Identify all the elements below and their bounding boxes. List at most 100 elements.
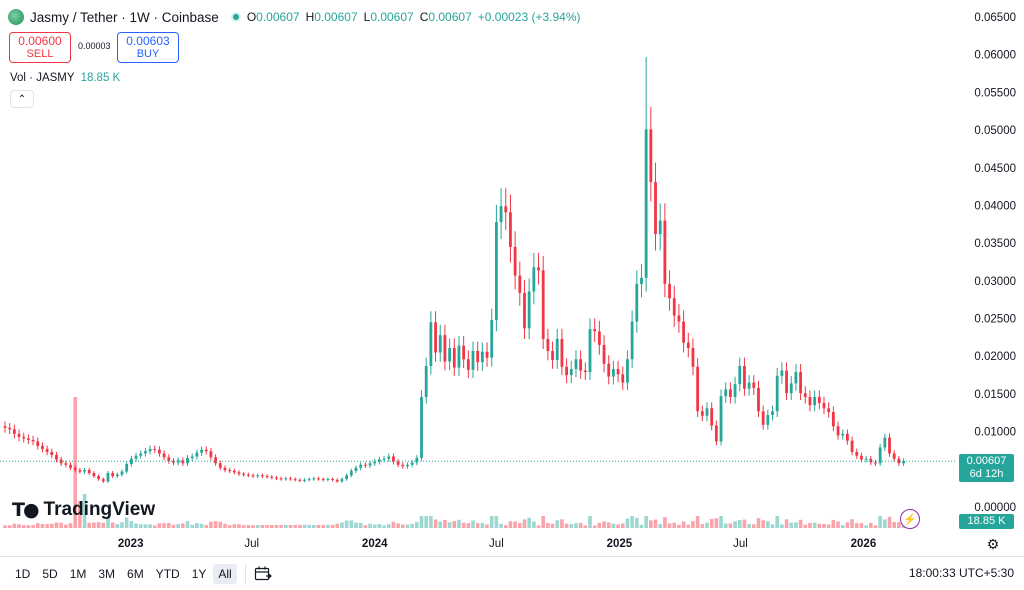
volume-bar	[237, 524, 241, 528]
range-button-1d[interactable]: 1D	[15, 566, 31, 581]
symbol-title[interactable]: Jasmy / Tether · 1W · Coinbase	[30, 9, 219, 25]
range-button-1y[interactable]: 1Y	[191, 566, 207, 581]
volume-bar	[803, 524, 808, 528]
candle-body	[860, 455, 863, 460]
volume-bar	[363, 525, 368, 528]
volume-bar	[873, 525, 878, 528]
range-button-all[interactable]: All	[213, 563, 237, 584]
volume-bar	[17, 524, 21, 528]
sell-button[interactable]: 0.00600 SELL	[9, 32, 71, 63]
market-status-icon[interactable]	[230, 12, 241, 22]
range-button-ytd[interactable]: YTD	[155, 566, 180, 581]
candle-body	[509, 212, 512, 247]
volume-bar	[709, 518, 714, 528]
volume-bar	[40, 524, 45, 528]
candle-body	[176, 460, 180, 463]
candle-body	[527, 291, 531, 329]
volume-bar	[227, 525, 232, 528]
volume-bar	[588, 516, 592, 528]
time-axis[interactable]: 2023 Jul 2024 Jul 2025 Jul 2026	[118, 538, 876, 550]
buy-button[interactable]: 0.00603 BUY	[117, 32, 179, 63]
volume-bar	[344, 520, 349, 528]
range-button-3m[interactable]: 3M	[98, 566, 116, 581]
candle-body	[466, 359, 470, 370]
candle-body	[626, 359, 629, 383]
range-button-6m[interactable]: 6M	[127, 566, 144, 581]
candle-body	[724, 389, 728, 397]
price-axis[interactable]: 0.06500 0.06000 0.05500 0.05000 0.04500 0.040…	[974, 12, 1016, 514]
tradingview-logo[interactable]: T● TradingView	[12, 499, 155, 521]
candle-body	[228, 470, 232, 472]
volume-bar	[681, 521, 686, 528]
price-tick-label: 0.00000	[974, 502, 1016, 514]
volume-bar	[784, 519, 789, 528]
volume-bar	[274, 524, 279, 528]
volume-bar	[705, 522, 709, 528]
candle-body	[87, 470, 91, 474]
volume-bar	[541, 516, 545, 528]
candle-body	[172, 461, 175, 463]
volume-bar	[143, 524, 148, 528]
volume-bar	[298, 524, 302, 528]
candle-body	[649, 129, 653, 183]
volume-bar	[26, 525, 31, 528]
volume-bar	[840, 525, 845, 528]
candle-body	[401, 464, 405, 467]
candle-body	[50, 451, 54, 455]
volume-bar	[433, 519, 438, 528]
volume-bar	[513, 521, 517, 528]
volume-bar	[499, 523, 503, 528]
volume-bar	[667, 523, 672, 528]
candle-body	[265, 476, 269, 478]
volume-bar	[625, 518, 630, 528]
candle-body	[640, 277, 643, 284]
time-tick-label: Jul	[733, 538, 748, 550]
calendar-icon[interactable]	[254, 566, 272, 582]
volume-bar	[461, 522, 466, 528]
candle-body	[785, 370, 788, 394]
candle-body	[841, 433, 845, 436]
price-tick-label: 0.03000	[974, 276, 1016, 288]
candle-body	[831, 412, 835, 427]
candle-body	[354, 467, 358, 471]
candle-body	[368, 463, 372, 466]
candle-body	[45, 448, 49, 452]
candle-body	[363, 464, 367, 466]
candle-body	[335, 479, 339, 482]
volume-legend[interactable]: Vol · JASMY 18.85 K	[10, 72, 120, 84]
utc-clock[interactable]: 18:00:33 UTC+5:30	[908, 566, 1014, 580]
candle-body	[120, 471, 124, 475]
volume-bar	[82, 494, 87, 528]
range-button-1m[interactable]: 1M	[69, 566, 87, 581]
collapse-legend-button[interactable]: ⌃	[10, 90, 34, 108]
volume-bar	[106, 516, 110, 528]
candle-body	[635, 283, 639, 322]
volume-bar	[658, 524, 662, 528]
lightning-icon[interactable]: ⚡	[900, 509, 920, 529]
volume-bar	[574, 523, 578, 528]
candle-body	[303, 479, 306, 481]
volume-bar	[780, 524, 784, 528]
candle-body	[546, 338, 550, 351]
bottom-toolbar: 1D 5D 1M 3M 6M YTD 1Y All 18:00:33 UTC+5:30	[0, 556, 1024, 590]
volume-bar	[78, 501, 82, 528]
volume-tag: 18.85 K	[959, 514, 1014, 529]
sell-price: 0.00600	[18, 33, 62, 48]
volume-bar	[663, 517, 667, 528]
volume-bar	[185, 521, 190, 528]
candle-body	[579, 359, 583, 371]
volume-bar	[288, 524, 293, 528]
volume-bar	[878, 516, 882, 528]
candle-body	[490, 320, 494, 358]
volume-bar	[424, 516, 428, 528]
volume-bar	[232, 524, 237, 528]
volume-bar	[415, 521, 419, 528]
candle-body	[97, 476, 100, 480]
gear-icon[interactable]: ⚙	[986, 535, 1000, 552]
candle-body	[214, 457, 217, 464]
range-button-5d[interactable]: 5D	[42, 566, 58, 581]
volume-bar	[606, 522, 611, 528]
price-chart[interactable]: 0.06500 0.06000 0.05500 0.05000 0.04500 0.040…	[0, 0, 1024, 555]
candle-body	[757, 387, 760, 412]
open-label: O	[246, 10, 257, 24]
